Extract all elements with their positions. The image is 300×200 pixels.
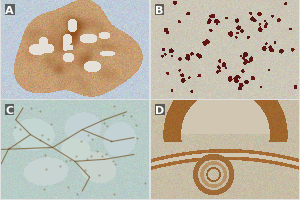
Text: B: B xyxy=(155,6,164,16)
Text: A: A xyxy=(5,6,14,16)
Text: D: D xyxy=(155,105,165,115)
Text: C: C xyxy=(5,105,14,115)
